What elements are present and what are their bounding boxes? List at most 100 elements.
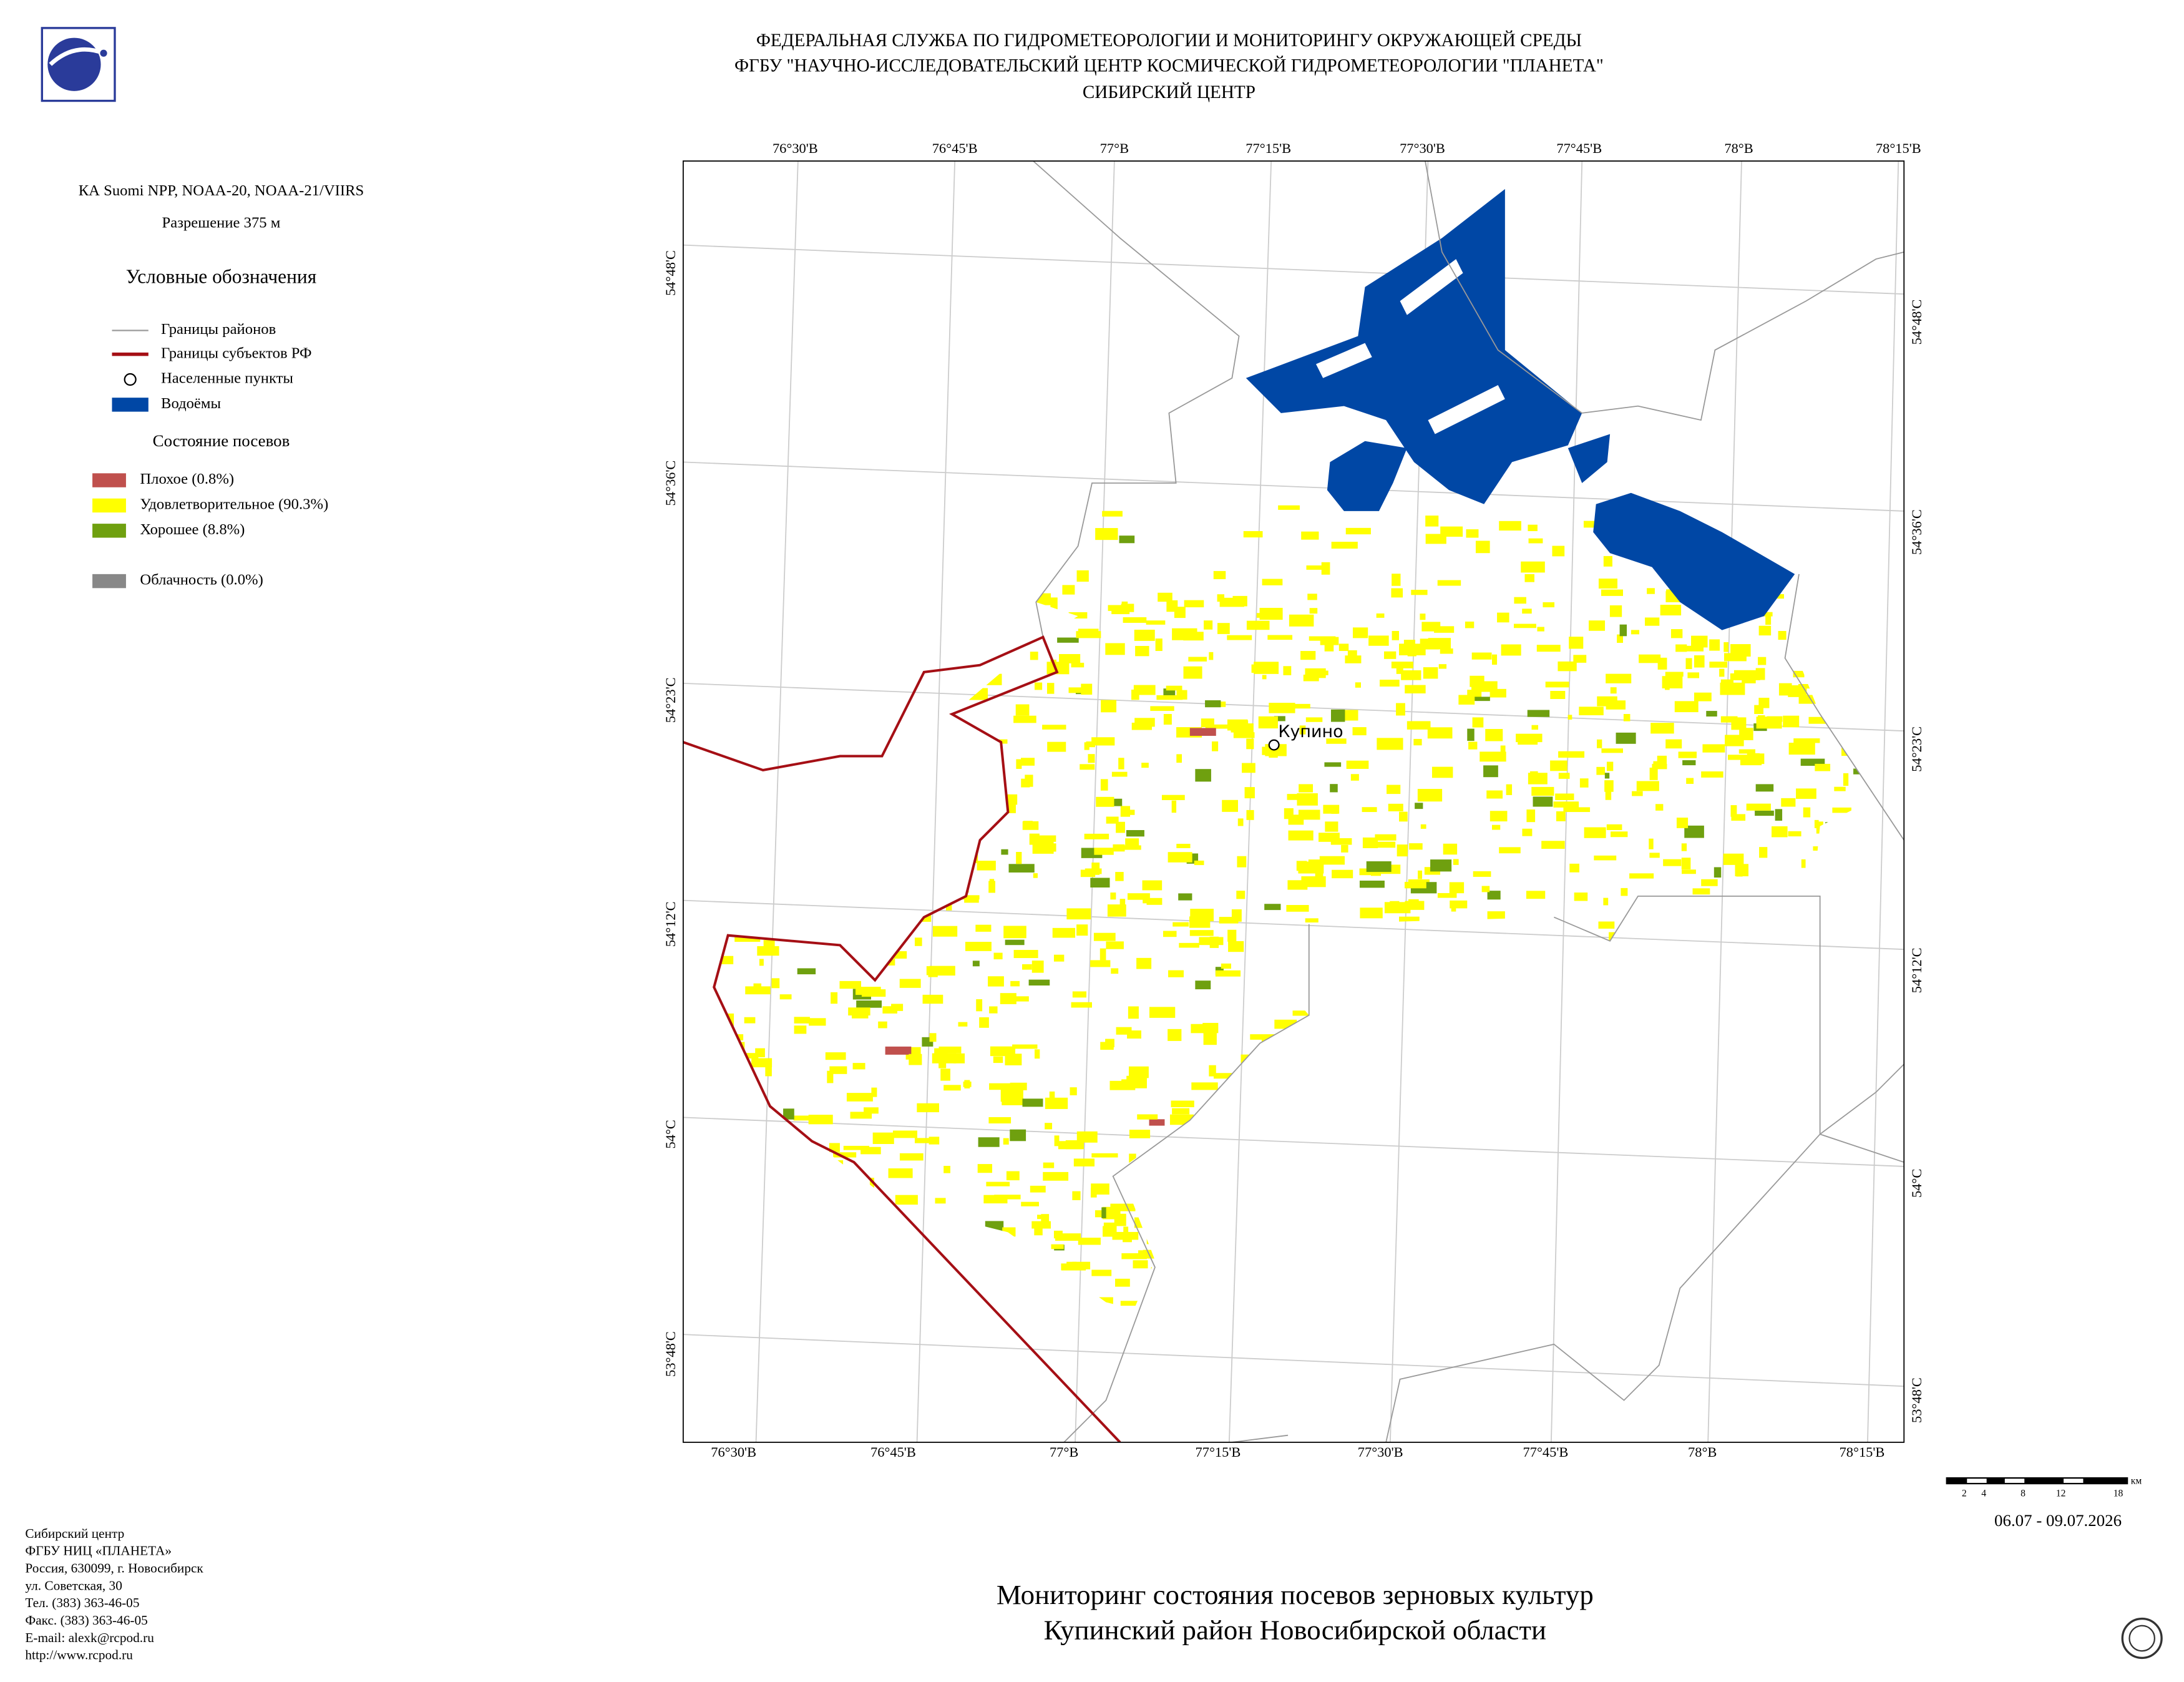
field — [1817, 1231, 1838, 1242]
lon-label: 78°В — [1688, 1444, 1717, 1460]
field — [1694, 655, 1705, 668]
crops-title: Состояние посевов — [153, 431, 290, 450]
field — [1003, 1138, 1009, 1145]
field — [1290, 1240, 1295, 1250]
field — [981, 739, 1008, 744]
field — [1111, 968, 1119, 974]
field — [1830, 546, 1855, 557]
field — [1582, 1117, 1603, 1127]
field — [728, 644, 749, 657]
map-frame — [682, 160, 1905, 1443]
field — [1030, 605, 1042, 618]
field — [1002, 1227, 1016, 1237]
field — [787, 614, 792, 622]
field — [1421, 622, 1441, 632]
field — [1709, 1030, 1720, 1042]
field — [851, 693, 877, 698]
field — [808, 1236, 817, 1242]
lat-label: 54°С — [663, 1120, 678, 1148]
field — [982, 625, 1005, 632]
field — [1375, 1298, 1395, 1308]
field — [1073, 1158, 1095, 1166]
field — [1504, 1127, 1530, 1138]
field — [1436, 1080, 1461, 1093]
field — [746, 793, 759, 805]
field — [1853, 1087, 1868, 1099]
field — [843, 941, 868, 949]
field — [1397, 1107, 1402, 1119]
field — [1889, 1009, 1906, 1014]
field — [1376, 613, 1385, 618]
field — [1556, 811, 1566, 821]
field — [1213, 1073, 1239, 1079]
field — [768, 1208, 780, 1215]
field — [1033, 1270, 1050, 1280]
field — [714, 1193, 734, 1203]
field — [1455, 1010, 1475, 1022]
field — [1818, 1039, 1842, 1047]
field — [1610, 687, 1617, 694]
field — [1500, 1020, 1523, 1031]
field — [1284, 1237, 1299, 1246]
field — [1723, 853, 1744, 865]
field — [1247, 723, 1254, 736]
field — [1030, 507, 1054, 514]
field — [1735, 864, 1749, 877]
field — [1035, 682, 1043, 690]
field — [731, 685, 741, 694]
field — [1142, 880, 1163, 891]
field — [1370, 1091, 1377, 1102]
field — [752, 1309, 774, 1316]
field — [1437, 892, 1457, 898]
header-line: ФЕДЕРАЛЬНАЯ СЛУЖБА ПО ГИДРОМЕТЕОРОЛОГИИ … — [756, 31, 1582, 51]
field — [1543, 602, 1555, 608]
field — [739, 1281, 747, 1289]
field — [1553, 801, 1579, 808]
field — [1839, 615, 1864, 620]
field — [1227, 929, 1237, 942]
field — [1406, 1259, 1433, 1271]
field — [1815, 763, 1831, 771]
field — [1590, 1174, 1609, 1182]
field — [1420, 824, 1426, 829]
field — [1410, 1154, 1420, 1161]
field — [776, 620, 797, 629]
field — [1692, 1147, 1707, 1155]
field — [1066, 908, 1091, 920]
field — [1452, 1276, 1475, 1281]
field — [1779, 1212, 1793, 1218]
lat-label: 54°С — [1909, 1169, 1924, 1198]
field — [1012, 1044, 1038, 1049]
field — [1491, 654, 1498, 665]
field — [1131, 722, 1153, 730]
field — [1780, 1191, 1792, 1196]
field — [1505, 1176, 1526, 1181]
field — [1484, 990, 1489, 1000]
field — [1402, 1084, 1425, 1094]
field — [1699, 1113, 1712, 1119]
field — [1817, 1233, 1826, 1238]
field — [1533, 990, 1559, 1003]
field — [1399, 1139, 1405, 1146]
field — [1603, 555, 1612, 567]
field — [714, 1050, 728, 1055]
field — [1606, 1065, 1611, 1078]
field — [1586, 1131, 1594, 1138]
field — [1434, 1120, 1458, 1132]
field — [951, 769, 974, 775]
field — [751, 695, 776, 703]
field — [1488, 1304, 1513, 1309]
field — [1435, 1266, 1457, 1275]
field — [1089, 1297, 1113, 1305]
field — [1350, 774, 1359, 781]
field — [1781, 798, 1796, 807]
field — [1501, 1269, 1521, 1275]
field — [1461, 1057, 1487, 1064]
field — [1387, 1233, 1401, 1241]
field — [1746, 1186, 1767, 1195]
field — [1113, 844, 1125, 852]
field — [1790, 547, 1804, 552]
legend-label: Границы субъектов РФ — [161, 345, 312, 361]
field — [1115, 1278, 1130, 1287]
field — [1566, 1205, 1576, 1210]
